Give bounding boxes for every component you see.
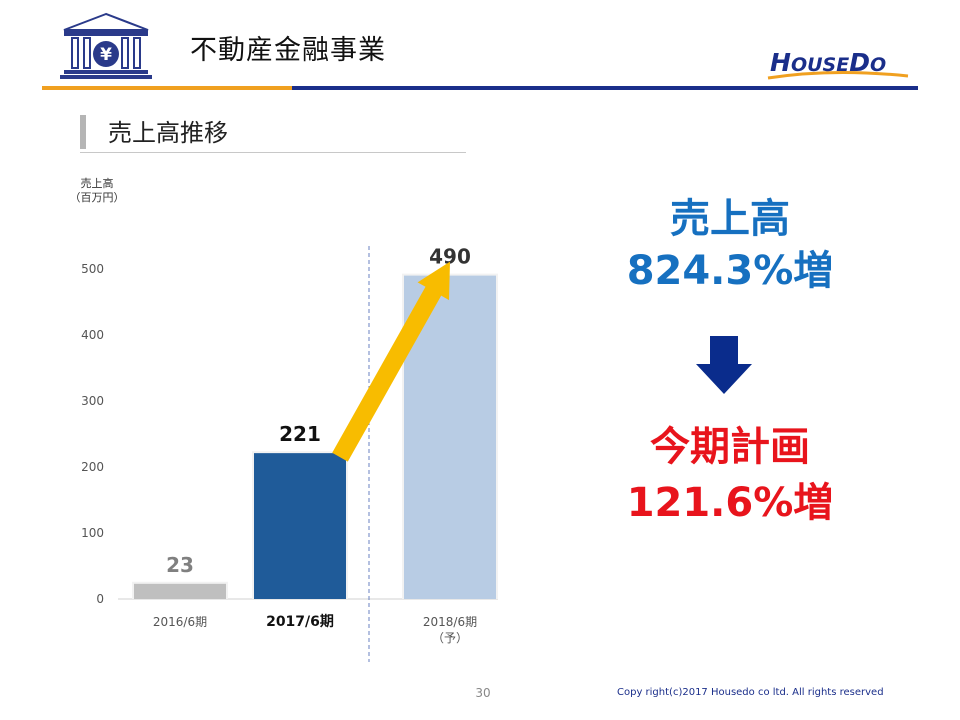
bar-2 [254, 453, 346, 599]
y-tick-label: 400 [81, 328, 104, 342]
sales-bar-chart: 0 100 200 300 400 500 23 221 490 2016/6期 2017/6期… [81, 245, 498, 662]
logo-text-part: O [869, 54, 887, 76]
bar-value-label: 23 [166, 553, 194, 577]
y-axis-label-line: （百万円） [69, 191, 125, 204]
section-title: 売上高推移 [108, 119, 228, 147]
y-axis-label-line: 売上高 [80, 177, 114, 190]
logo-text-part: D [849, 48, 870, 77]
section-marker [80, 115, 86, 149]
y-axis-label: 売上高 （百万円） [64, 177, 130, 205]
sales-growth-label: 売上高 [670, 196, 790, 242]
x-tick-label: （予） [432, 631, 468, 645]
x-tick-label: 2016/6期 [153, 615, 207, 629]
y-tick-label: 300 [81, 394, 104, 408]
page-title: 不動産金融事業 [190, 35, 386, 66]
logo-swoosh [767, 70, 909, 80]
copyright-notice: Copy right(c)2017 Housedo co ltd. All ri… [617, 687, 884, 698]
bar-value-label: 490 [429, 245, 471, 269]
bar-value-label: 221 [279, 422, 321, 446]
bar-1 [134, 583, 226, 599]
growth-arrow-icon [332, 261, 450, 462]
x-tick-label: 2018/6期 [423, 615, 477, 629]
section-rule [80, 152, 466, 153]
y-tick-label: 500 [81, 262, 104, 276]
y-tick-label: 200 [81, 460, 104, 474]
x-tick-label: 2017/6期 [266, 614, 334, 630]
plan-growth-label: 今期計画 [650, 424, 810, 470]
logo-text-part: OUSE [790, 54, 850, 76]
down-arrow-icon [696, 336, 752, 394]
page-number: 30 [475, 686, 491, 700]
header-rule-orange [42, 86, 292, 90]
company-logo: HOUSEDO [770, 48, 886, 77]
svg-text:¥: ¥ [100, 45, 112, 65]
logo-text: H [770, 48, 791, 77]
y-tick-label: 0 [96, 592, 104, 606]
header-rule-navy [292, 86, 918, 90]
plan-growth-value: 121.6%増 [626, 480, 834, 526]
y-tick-label: 100 [81, 526, 104, 540]
sales-growth-value: 824.3%増 [626, 248, 834, 294]
bank-yen-icon: ¥ [60, 12, 152, 79]
